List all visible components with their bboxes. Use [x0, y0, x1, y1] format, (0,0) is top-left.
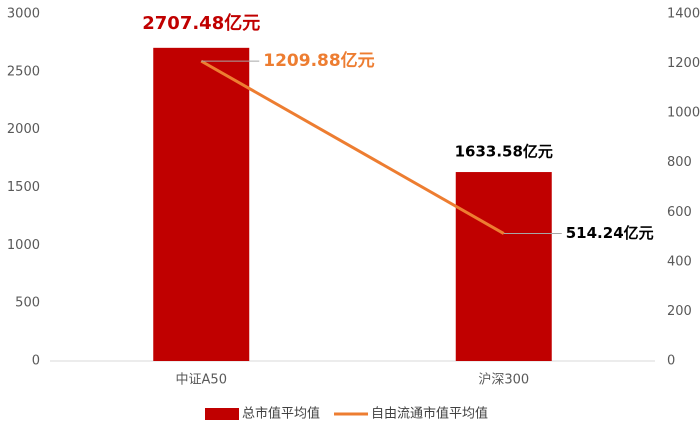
line [200, 59, 505, 235]
legend-label: 总市值平均值 [242, 406, 320, 422]
legend-swatch [205, 408, 239, 420]
data-label: 1209.88亿元 [263, 50, 374, 71]
y-tick-label: 1000 [7, 238, 40, 253]
y2-tick-label: 1200 [667, 56, 700, 71]
data-label: 2707.48亿元 [142, 12, 260, 34]
y2-tick-label: 1000 [667, 106, 700, 121]
y-tick-label: 3000 [7, 7, 40, 22]
y-tick-label: 500 [15, 296, 40, 311]
y2-tick-label: 1400 [667, 7, 700, 22]
y-tick-label: 1500 [7, 180, 40, 195]
x-tick-label: 沪深300 [478, 372, 529, 388]
data-label: 514.24亿元 [566, 224, 654, 242]
legend-label: 自由流通市值平均值 [371, 406, 488, 422]
y2-tick-label: 200 [667, 304, 692, 319]
y-tick-label: 2500 [7, 64, 40, 79]
y2-tick-label: 400 [667, 254, 692, 269]
y-tick-label: 2000 [7, 122, 40, 137]
x-tick-label: 中证A50 [176, 373, 227, 388]
y2-tick-label: 600 [667, 205, 692, 220]
y2-tick-label: 800 [667, 155, 692, 170]
bar [153, 47, 250, 362]
y-tick-label: 0 [32, 354, 40, 369]
bar [455, 172, 552, 361]
data-label: 1633.58亿元 [455, 143, 553, 161]
y2-tick-label: 0 [667, 354, 675, 369]
